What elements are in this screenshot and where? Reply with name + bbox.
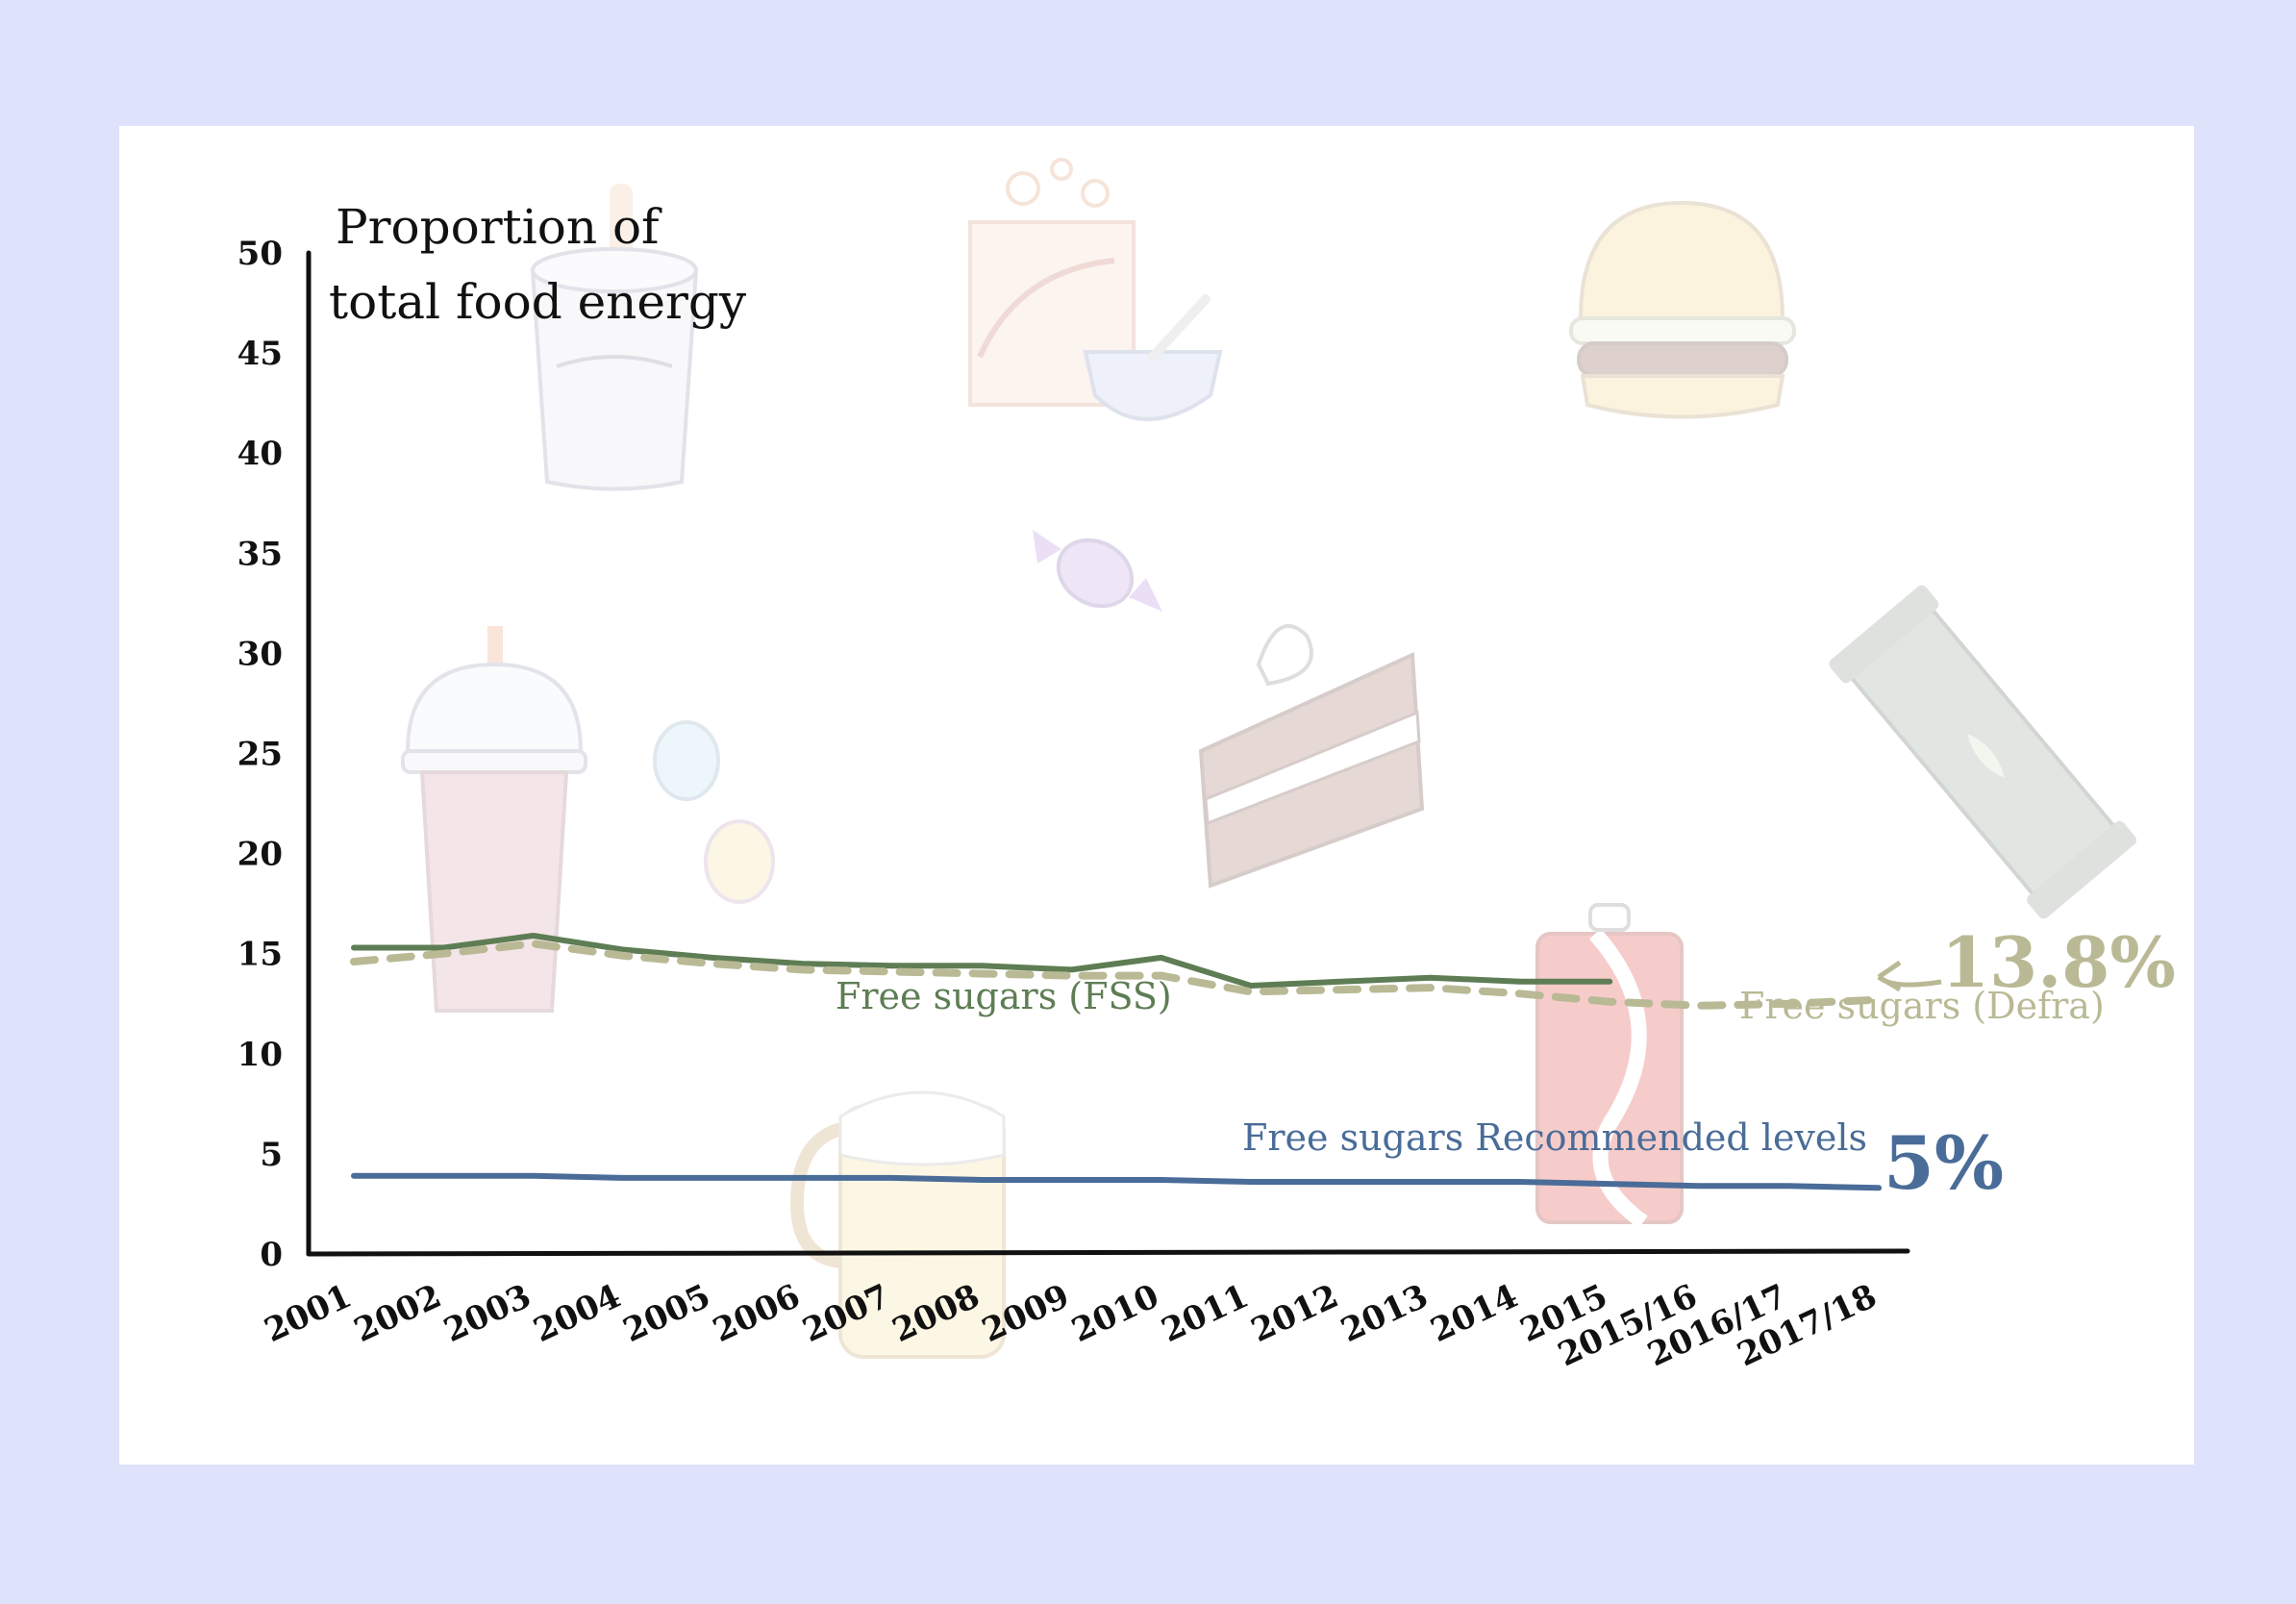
recommended-value-annotation: 5% bbox=[1884, 1120, 2004, 1206]
burger-icon bbox=[1569, 200, 1796, 419]
x-tick-label: 2004 bbox=[528, 1277, 627, 1350]
y-tick-label: 20 bbox=[237, 836, 283, 874]
cake-slice-icon bbox=[1198, 624, 1425, 889]
x-tick-label: 2010 bbox=[1066, 1277, 1165, 1350]
series-label-fss: Free sugars (FSS) bbox=[836, 975, 1172, 1017]
series-line-fss bbox=[351, 933, 1613, 989]
y-tick-label: 5 bbox=[260, 1136, 283, 1174]
x-tick-label: 2011 bbox=[1156, 1277, 1255, 1350]
x-tick-label: 2002 bbox=[348, 1277, 447, 1350]
x-tick-label: 2006 bbox=[708, 1277, 807, 1350]
sugar-intake-line-chart: Proportion of total food energy 0 5 10 15 20… bbox=[237, 158, 2176, 1374]
yogurt-icon bbox=[530, 184, 699, 491]
x-tick-label: 2005 bbox=[617, 1277, 716, 1350]
defra-value-annotation: 13.8% bbox=[1941, 921, 2176, 1003]
x-tick-label: 2014 bbox=[1425, 1277, 1524, 1350]
series-line-recommended bbox=[351, 1172, 1883, 1191]
x-tick-label: 2003 bbox=[438, 1277, 537, 1350]
smoothie-cup-icon bbox=[401, 626, 587, 1013]
y-axis-label-line2: total food energy bbox=[329, 274, 747, 330]
chart-card: Proportion of total food energy 0 5 10 15 20… bbox=[119, 126, 2194, 1465]
candy-icon bbox=[1033, 530, 1162, 612]
milkshake-mug-icon bbox=[789, 1090, 1006, 1359]
y-tick-label: 25 bbox=[237, 736, 283, 774]
decorations bbox=[401, 158, 2137, 1359]
candy-icon bbox=[653, 720, 775, 904]
y-tick-label: 35 bbox=[237, 535, 283, 573]
x-tick-label: 2012 bbox=[1245, 1277, 1344, 1350]
y-tick-label: 50 bbox=[237, 235, 283, 273]
y-tick-label: 15 bbox=[237, 936, 283, 974]
snack-bar-icon bbox=[1829, 585, 2137, 919]
y-tick-label: 40 bbox=[237, 435, 283, 473]
x-tick-label: 2001 bbox=[259, 1277, 358, 1350]
defra-annotation-arrowhead bbox=[1877, 960, 1902, 992]
y-tick-label: 0 bbox=[260, 1236, 283, 1274]
series-label-defra: Free sugars (Defra) bbox=[1739, 985, 2105, 1027]
cereal-box-icon bbox=[968, 158, 1223, 421]
y-tick-label: 30 bbox=[237, 635, 283, 673]
y-axis-label-line1: Proportion of bbox=[336, 199, 662, 255]
series-line-defra bbox=[350, 940, 1884, 1010]
y-tick-label: 45 bbox=[237, 335, 283, 373]
x-tick-label: 2013 bbox=[1335, 1277, 1435, 1350]
x-axis bbox=[306, 1248, 1910, 1257]
y-tick-labels: 0 5 10 15 20 25 30 35 40 45 50 bbox=[237, 235, 283, 1274]
cola-can-icon bbox=[1535, 903, 1684, 1229]
x-tick-labels: 2001200220032004200520062007200820092010… bbox=[259, 1277, 1883, 1374]
series-lines bbox=[350, 933, 1884, 1191]
y-tick-label: 10 bbox=[237, 1036, 283, 1074]
series-label-recommended: Free sugars Recommended levels bbox=[1242, 1116, 1867, 1159]
